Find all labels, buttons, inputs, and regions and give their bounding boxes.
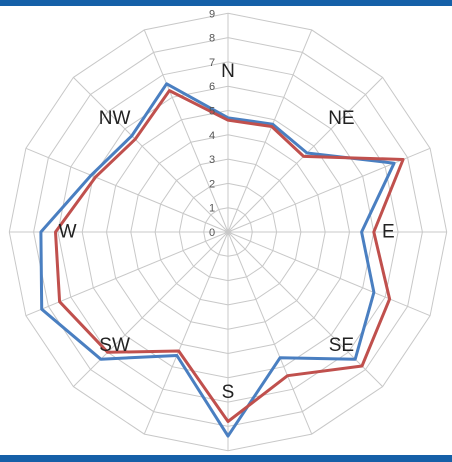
radar-grid — [8, 12, 448, 452]
r-tick-label: 6 — [209, 81, 215, 93]
spoke-wnw — [25, 147, 229, 233]
r-tick-label: 0 — [209, 227, 215, 239]
bottom-border — [0, 455, 452, 462]
r-tick-label: 3 — [209, 154, 215, 166]
spoke-nne — [227, 29, 313, 233]
r-tick-label: 7 — [209, 57, 215, 69]
r-tick-label: 2 — [209, 178, 215, 190]
spoke-ne — [227, 77, 383, 233]
r-tick-label: 8 — [209, 33, 215, 45]
spoke-nnw — [143, 29, 229, 233]
series-2-line — [54, 89, 405, 423]
direction-labels: N NE E SE S SW W NW — [59, 61, 395, 403]
spoke-sw — [73, 231, 229, 387]
top-border — [0, 0, 452, 6]
direction-label-e: E — [382, 222, 395, 243]
spoke-ssw — [143, 231, 229, 435]
spoke-ese — [227, 231, 431, 317]
spoke-sse — [227, 231, 313, 435]
direction-label-w: W — [59, 222, 77, 243]
spoke-nw — [73, 77, 229, 233]
spoke-se — [227, 231, 383, 387]
direction-label-s: S — [222, 382, 235, 403]
r-tick-label: 4 — [209, 130, 215, 142]
direction-label-sw: SW — [99, 335, 130, 356]
direction-label-se: SE — [329, 335, 354, 356]
direction-label-ne: NE — [328, 108, 354, 129]
r-tick-label: 9 — [209, 8, 215, 20]
direction-label-n: N — [221, 61, 235, 82]
spoke-ene — [227, 147, 431, 233]
series-layer — [39, 82, 405, 438]
r-tick-label: 5 — [209, 106, 215, 118]
radial-tick-labels: 0 1 2 3 4 5 6 7 8 9 — [209, 8, 215, 239]
r-tick-label: 1 — [209, 203, 215, 215]
direction-label-nw: NW — [99, 108, 131, 129]
